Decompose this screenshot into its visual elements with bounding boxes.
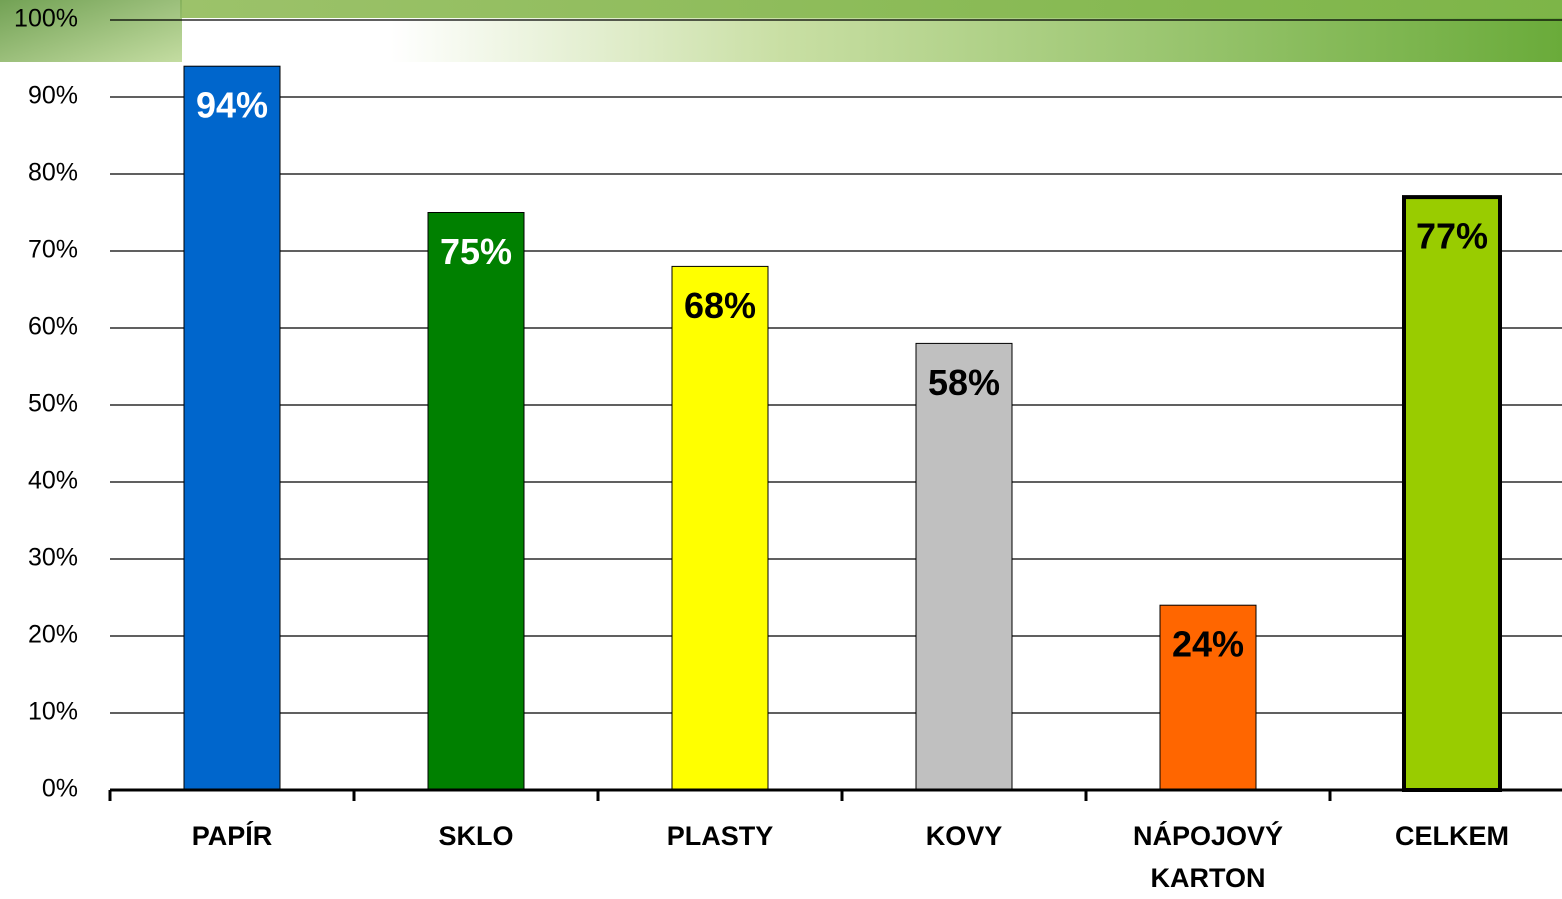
x-tick-label: PLASTY [600, 815, 840, 857]
banner-strip [180, 0, 1562, 18]
bar [184, 66, 280, 790]
value-label: 68% [684, 285, 756, 326]
value-label: 77% [1416, 216, 1488, 257]
x-tick-label: PAPÍR [112, 815, 352, 857]
bar [1404, 197, 1500, 790]
bar [428, 213, 524, 791]
y-tick-label: 20% [28, 621, 78, 649]
x-tick-label: NÁPOJOVÝ KARTON [1088, 815, 1328, 899]
bar [672, 266, 768, 790]
x-tick-label: SKLO [356, 815, 596, 857]
y-tick-label: 90% [28, 82, 78, 110]
y-tick-label: 30% [28, 544, 78, 572]
x-tick-label: KOVY [844, 815, 1084, 857]
y-tick-label: 70% [28, 236, 78, 264]
chart: 0% 10% 20% 30% 40% 50% 60% 70% 80% 90% 100% 94% 75% 6… [0, 0, 1562, 891]
page: 0% 10% 20% 30% 40% 50% 60% 70% 80% 90% 100% 94% 75% 6… [0, 0, 1562, 891]
y-tick-label: 100% [14, 5, 78, 33]
x-tick-label: CELKEM [1332, 815, 1562, 857]
bar [916, 343, 1012, 790]
value-label: 58% [928, 362, 1000, 403]
value-label: 94% [196, 85, 268, 126]
y-tick-label: 60% [28, 313, 78, 341]
y-tick-label: 50% [28, 390, 78, 418]
y-tick-label: 40% [28, 467, 78, 495]
y-tick-label: 0% [42, 775, 78, 803]
value-label: 75% [440, 231, 512, 272]
y-tick-label: 10% [28, 698, 78, 726]
value-label: 24% [1172, 624, 1244, 665]
y-tick-label: 80% [28, 159, 78, 187]
